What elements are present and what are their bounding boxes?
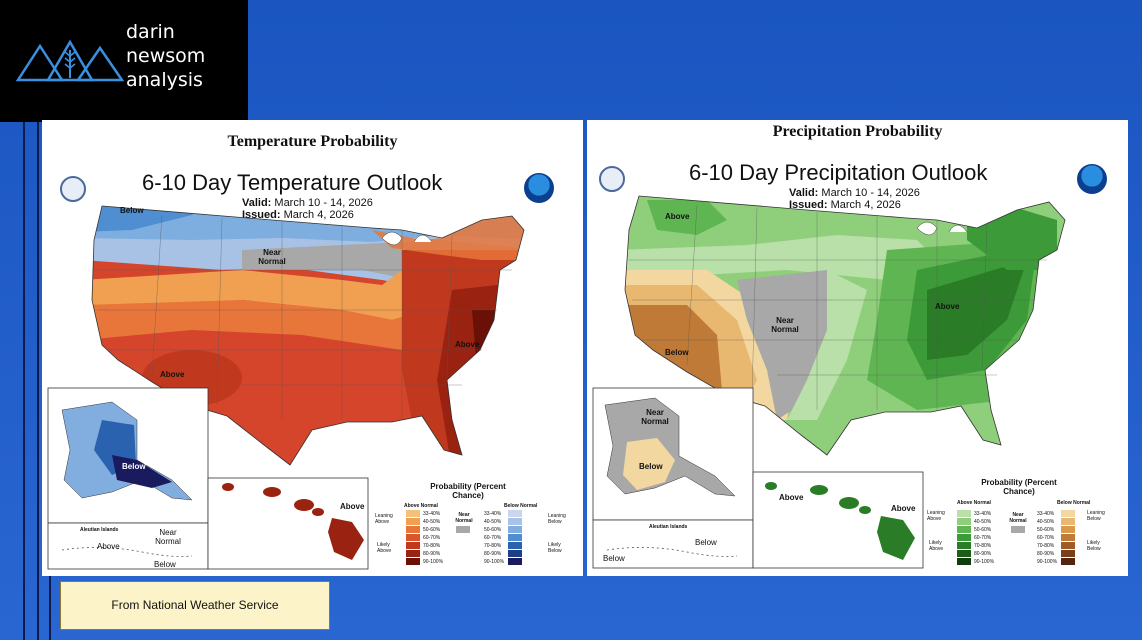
valid-label: Valid: bbox=[789, 187, 819, 199]
legend-range: 70-80% bbox=[1037, 543, 1055, 549]
region-label: Above bbox=[455, 340, 480, 349]
legend-range: 40-50% bbox=[974, 519, 992, 525]
legend-range: 50-60% bbox=[1037, 527, 1055, 533]
legend-range: 33-40% bbox=[423, 511, 441, 517]
temperature-legend-swatches bbox=[406, 510, 522, 565]
legend-near-title: Near Normal bbox=[455, 512, 473, 524]
legend-range: 80-90% bbox=[484, 551, 502, 557]
doc-seal-icon bbox=[60, 176, 86, 202]
logo-mountains-icon bbox=[15, 39, 124, 82]
legend-range: 60-70% bbox=[423, 535, 441, 541]
legend-range: 80-90% bbox=[423, 551, 441, 557]
region-label: Below bbox=[639, 462, 663, 471]
valid-value: March 10 - 14, 2026 bbox=[821, 187, 920, 199]
legend-range: 50-60% bbox=[423, 527, 441, 533]
precipitation-map bbox=[592, 195, 1075, 569]
temperature-map bbox=[47, 205, 525, 570]
legend-likely-above: Likely Above bbox=[377, 542, 392, 554]
noaa-logo-icon bbox=[524, 173, 554, 203]
issued-label: Issued: bbox=[789, 199, 828, 211]
legend-range: 60-70% bbox=[974, 535, 992, 541]
legend-title: Probability (Percent Chance) bbox=[430, 482, 506, 500]
region-label: Above bbox=[779, 493, 804, 502]
valid-label: Valid: bbox=[242, 197, 272, 209]
legend-range: 90-100% bbox=[484, 559, 505, 565]
logo: darin newsom analysis bbox=[0, 0, 248, 122]
legend-range: 70-80% bbox=[423, 543, 441, 549]
legend-range: 33-40% bbox=[484, 511, 502, 517]
aleutian-title: Aleutian Islands bbox=[649, 524, 688, 530]
logo-text: darin newsom analysis bbox=[126, 20, 205, 92]
source-box: From National Weather Service bbox=[60, 581, 330, 630]
legend-likely-below: Likely Below bbox=[548, 542, 562, 554]
doc-seal-icon bbox=[599, 166, 625, 192]
legend-leaning-below: Leaning Below bbox=[1087, 510, 1105, 522]
region-label: Below bbox=[120, 206, 144, 215]
legend-range: 40-50% bbox=[1037, 519, 1055, 525]
temperature-panel: Temperature Probability 6-10 Day Tempera… bbox=[42, 120, 583, 576]
decorative-line bbox=[37, 122, 39, 640]
aleutian-title: Aleutian Islands bbox=[80, 527, 119, 533]
legend-range: 70-80% bbox=[484, 543, 502, 549]
legend-range: 40-50% bbox=[484, 519, 502, 525]
source-text: From National Weather Service bbox=[111, 598, 279, 612]
legend-range: 90-100% bbox=[1037, 559, 1058, 565]
legend-range: 60-70% bbox=[1037, 535, 1055, 541]
region-label: Above bbox=[935, 302, 960, 311]
legend-above-title: Above Normal bbox=[957, 500, 991, 506]
legend-likely-above: Likely Above bbox=[929, 540, 944, 552]
legend-below-title: Below Normal bbox=[504, 503, 538, 509]
region-label: Near Normal bbox=[258, 248, 286, 266]
legend-range: 60-70% bbox=[484, 535, 502, 541]
legend-range: 33-40% bbox=[1037, 511, 1055, 517]
region-label: Below bbox=[695, 538, 717, 547]
precipitation-legend-swatches bbox=[957, 510, 1075, 565]
legend-title: Probability (Percent Chance) bbox=[981, 478, 1057, 496]
region-label: Below bbox=[665, 348, 689, 357]
legend-range: 80-90% bbox=[1037, 551, 1055, 557]
issued-value: March 4, 2026 bbox=[830, 199, 901, 211]
legend-range: 70-80% bbox=[974, 543, 992, 549]
decorative-line bbox=[23, 122, 25, 640]
region-label: Below bbox=[122, 462, 146, 471]
legend-range: 90-100% bbox=[974, 559, 995, 565]
region-label: Near Normal bbox=[155, 528, 181, 546]
precipitation-valid: Valid: March 10 - 14, 2026 bbox=[789, 187, 920, 200]
region-label: Above bbox=[160, 370, 185, 379]
region-label: Above bbox=[97, 542, 120, 551]
temperature-panel-title: Temperature Probability bbox=[227, 133, 398, 150]
legend-range: 80-90% bbox=[974, 551, 992, 557]
temperature-valid: Valid: March 10 - 14, 2026 bbox=[242, 197, 373, 210]
legend-range: 50-60% bbox=[484, 527, 502, 533]
legend-above-title: Above Normal bbox=[404, 503, 438, 509]
temperature-map-title: 6-10 Day Temperature Outlook bbox=[142, 170, 443, 195]
legend-leaning-above: Leaning Above bbox=[927, 510, 945, 522]
legend-leaning-above: Leaning Above bbox=[375, 513, 393, 525]
legend-range: 40-50% bbox=[423, 519, 441, 525]
precipitation-panel: Precipitation Probability 6-10 Day Preci… bbox=[587, 120, 1128, 576]
noaa-logo-icon bbox=[1077, 164, 1107, 194]
logo-line3: analysis bbox=[126, 69, 203, 91]
legend-below-title: Below Normal bbox=[1057, 500, 1091, 506]
region-label: Above bbox=[891, 504, 916, 513]
region-label: Below bbox=[154, 560, 176, 569]
logo-line1: darin bbox=[126, 21, 175, 43]
legend-range: 33-40% bbox=[974, 511, 992, 517]
region-label: Below bbox=[603, 554, 625, 563]
legend-range: 50-60% bbox=[974, 527, 992, 533]
precipitation-panel-title: Precipitation Probability bbox=[772, 123, 943, 140]
legend-leaning-below: Leaning Below bbox=[548, 513, 566, 525]
region-label: Above bbox=[665, 212, 690, 221]
region-label: Above bbox=[340, 502, 365, 511]
legend-near-title: Near Normal bbox=[1009, 512, 1027, 524]
region-label: Near Normal bbox=[641, 408, 669, 426]
valid-value: March 10 - 14, 2026 bbox=[274, 197, 373, 209]
precipitation-issued: Issued: March 4, 2026 bbox=[789, 199, 901, 212]
legend-likely-below: Likely Below bbox=[1087, 540, 1101, 552]
logo-line2: newsom bbox=[126, 45, 206, 67]
precipitation-map-title: 6-10 Day Precipitation Outlook bbox=[689, 160, 988, 185]
issued-value: March 4, 2026 bbox=[283, 209, 354, 221]
legend-range: 90-100% bbox=[423, 559, 444, 565]
region-label: Near Normal bbox=[771, 316, 799, 334]
